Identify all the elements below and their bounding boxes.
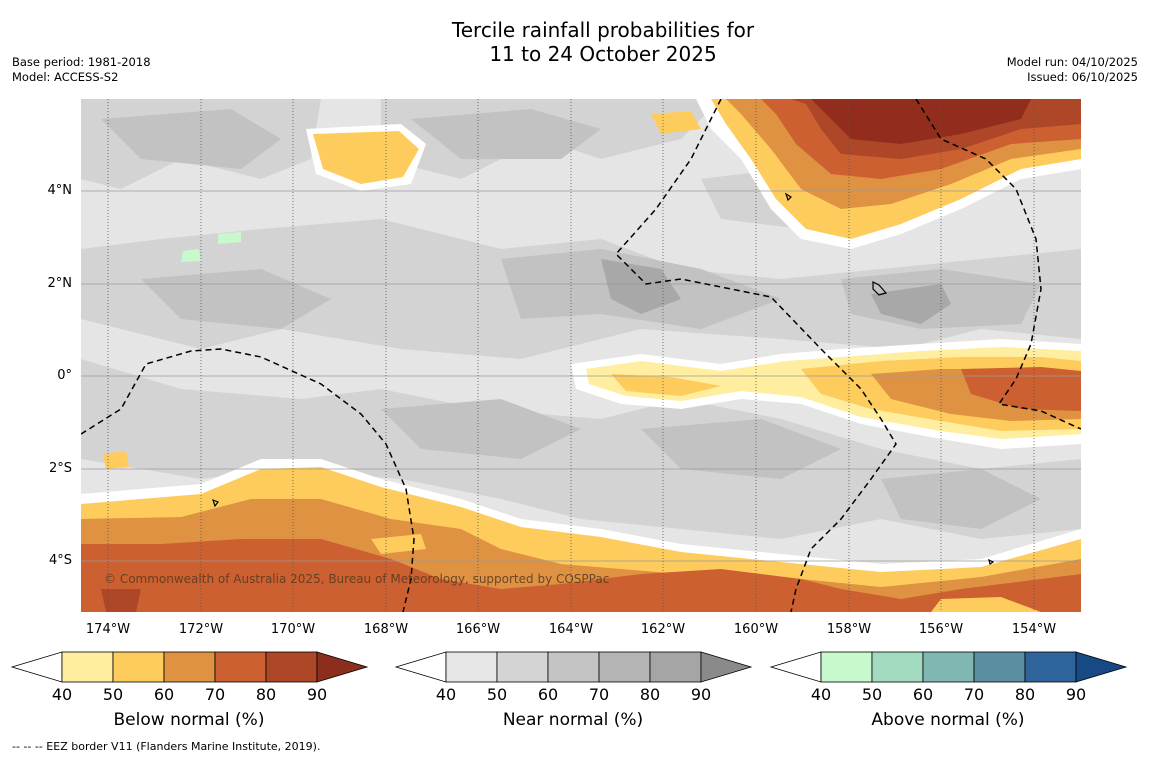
lon-label-158W: 158°W — [826, 622, 872, 637]
below-colorbar-segment — [214, 651, 267, 683]
lon-label-174W: 174°W — [85, 622, 131, 637]
near-colorbar-segment — [445, 651, 498, 683]
above-colorbar-segment — [871, 651, 924, 683]
lon-label-166W: 166°W — [455, 622, 501, 637]
issued-date: Issued: 06/10/2025 — [1027, 70, 1138, 84]
above-colorbar-segment — [973, 651, 1026, 683]
lat-label-4S: 4°S — [48, 553, 72, 568]
above-tick-label: 90 — [1065, 685, 1087, 704]
above-tick-label: 70 — [963, 685, 985, 704]
below-colorbar-segment — [112, 651, 165, 683]
above-tick-label: 40 — [810, 685, 832, 704]
lat-label-4N: 4°N — [47, 183, 73, 198]
above-colorbar-segment — [1024, 651, 1077, 683]
below-normal-northeast — [696, 99, 1081, 249]
latitude-gridlines — [81, 190, 1081, 562]
near-colorbar-segment — [649, 651, 702, 683]
lat-label-2N: 2°N — [47, 276, 73, 291]
below-colorbar-segment — [163, 651, 216, 683]
below-tick-label: 60 — [153, 685, 175, 704]
islands — [212, 192, 995, 565]
base-period: Base period: 1981-2018 — [12, 55, 151, 69]
lon-label-162W: 162°W — [640, 622, 686, 637]
near-colorbar-under — [395, 651, 447, 683]
below-tick-label: 70 — [204, 685, 226, 704]
near-colorbar-segment — [496, 651, 549, 683]
near-colorbar-segment — [598, 651, 651, 683]
below-normal-colorbar — [11, 651, 369, 683]
above-colorbar-under — [770, 651, 822, 683]
lon-label-164W: 164°W — [548, 622, 594, 637]
near-normal-label: Near normal (%) — [502, 710, 644, 730]
title-line-1: Tercile rainfall probabilities for — [451, 18, 755, 42]
lat-label-2S: 2°S — [48, 461, 72, 476]
near-tick-label: 40 — [435, 685, 457, 704]
near-normal-70 — [601, 259, 951, 324]
below-normal-equator — [571, 339, 1081, 449]
lon-label-172W: 172°W — [178, 622, 224, 637]
below-colorbar-over — [316, 651, 369, 683]
copyright-notice: © Commonwealth of Australia 2025, Bureau… — [104, 572, 609, 586]
lon-label-168W: 168°W — [363, 622, 409, 637]
above-tick-label: 50 — [861, 685, 883, 704]
below-colorbar-segment — [265, 651, 318, 683]
near-tick-label: 70 — [588, 685, 610, 704]
below-colorbar-under — [11, 651, 63, 683]
near-tick-label: 60 — [537, 685, 559, 704]
model-run-date: Model run: 04/10/2025 — [1006, 55, 1138, 69]
above-colorbar-segment — [820, 651, 873, 683]
above-tick-label: 80 — [1014, 685, 1036, 704]
below-tick-label: 50 — [102, 685, 124, 704]
below-normal-patches — [103, 111, 701, 469]
lon-label-170W: 170°W — [270, 622, 316, 637]
below-normal-label: Below normal (%) — [113, 710, 265, 730]
above-normal-patches — [181, 232, 241, 262]
lon-label-160W: 160°W — [733, 622, 779, 637]
probability-map: © Commonwealth of Australia 2025, Bureau… — [81, 99, 1081, 612]
eez-borders — [81, 99, 1081, 612]
above-normal-colorbar — [770, 651, 1128, 683]
above-tick-label: 60 — [912, 685, 934, 704]
chart-title: Tercile rainfall probabilities for 11 to… — [0, 18, 1150, 66]
below-tick-label: 80 — [255, 685, 277, 704]
lat-label-0: 0° — [57, 368, 72, 383]
below-colorbar-segment — [61, 651, 114, 683]
above-colorbar-over — [1075, 651, 1128, 683]
run-info: Model run: 04/10/2025 Issued: 06/10/2025 — [1007, 55, 1138, 85]
below-tick-label: 40 — [51, 685, 73, 704]
eez-footnote: -- -- -- EEZ border V11 (Flanders Marine… — [12, 740, 321, 753]
title-line-2: 11 to 24 October 2025 — [489, 42, 717, 66]
lon-label-154W: 154°W — [1011, 622, 1057, 637]
near-tick-label: 80 — [639, 685, 661, 704]
model-name: Model: ACCESS-S2 — [12, 70, 119, 84]
map-canvas: © Commonwealth of Australia 2025, Bureau… — [81, 99, 1081, 612]
near-tick-label: 50 — [486, 685, 508, 704]
above-colorbar-segment — [922, 651, 975, 683]
near-tick-label: 90 — [690, 685, 712, 704]
model-info: Base period: 1981-2018 Model: ACCESS-S2 — [12, 55, 151, 85]
lon-label-156W: 156°W — [918, 622, 964, 637]
above-normal-label: Above normal (%) — [871, 710, 1025, 730]
below-tick-label: 90 — [306, 685, 328, 704]
near-colorbar-over — [700, 651, 753, 683]
near-colorbar-segment — [547, 651, 600, 683]
below-normal-south — [81, 459, 1081, 612]
near-normal-colorbar — [395, 651, 753, 683]
